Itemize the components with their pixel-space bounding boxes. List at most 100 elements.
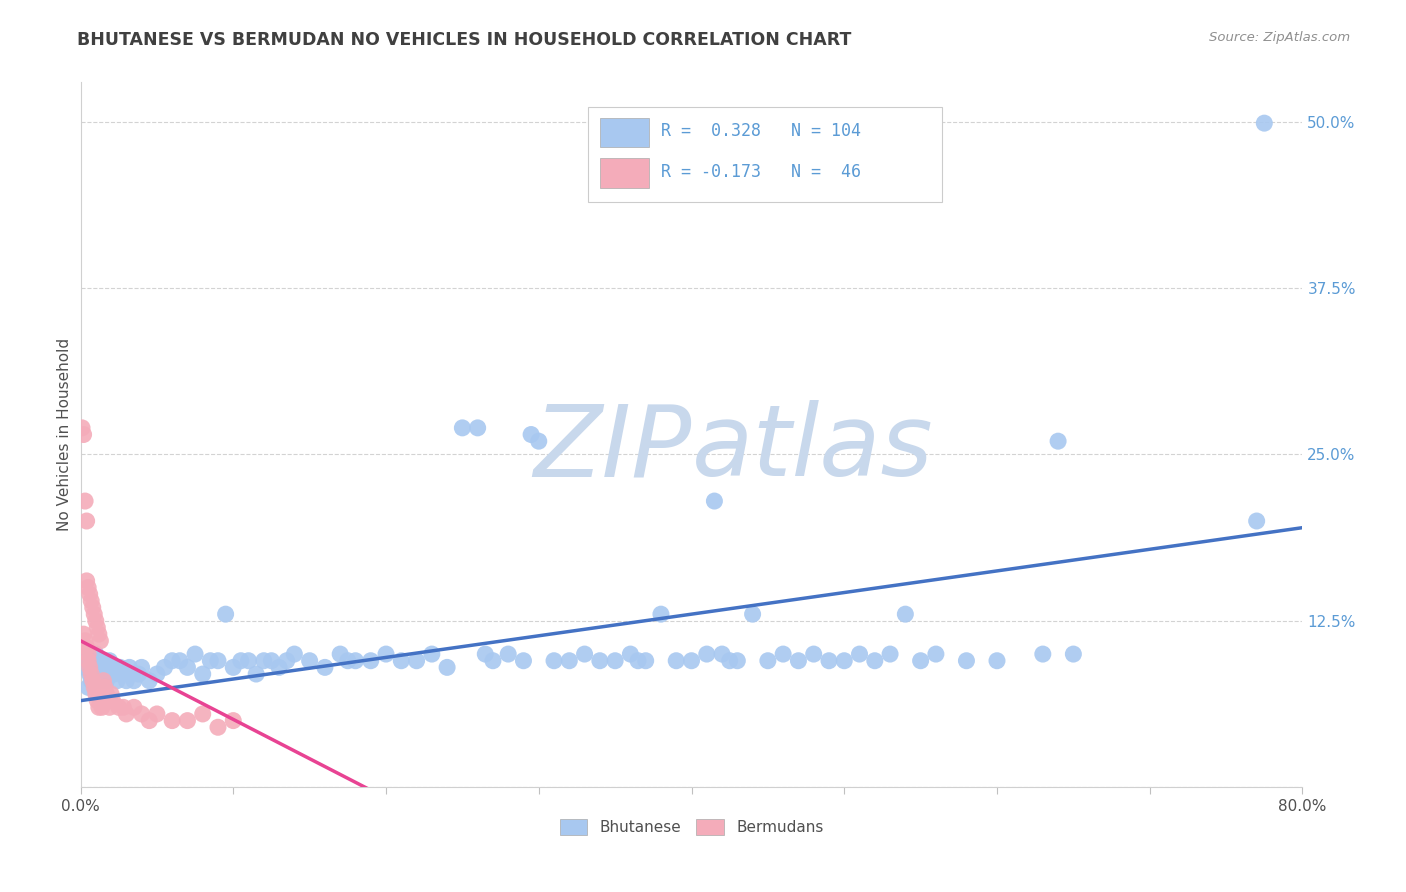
Point xyxy=(107,700,129,714)
Point xyxy=(90,700,112,714)
Point xyxy=(72,627,94,641)
Point xyxy=(184,647,207,661)
Point xyxy=(75,494,97,508)
Point xyxy=(94,654,117,668)
Point xyxy=(910,654,932,668)
Point xyxy=(100,667,122,681)
Text: R =  0.328   N = 104: R = 0.328 N = 104 xyxy=(661,122,860,140)
Point xyxy=(803,647,825,661)
Point xyxy=(405,654,427,668)
Point xyxy=(955,654,977,668)
Point xyxy=(75,660,97,674)
Text: ZIP: ZIP xyxy=(533,401,692,497)
Point xyxy=(696,647,718,661)
Point xyxy=(112,700,135,714)
Point xyxy=(1246,514,1268,528)
Point xyxy=(76,514,98,528)
Point xyxy=(436,660,458,674)
Point xyxy=(80,673,103,688)
Point xyxy=(467,421,489,435)
Point xyxy=(76,574,98,588)
Point xyxy=(89,673,111,688)
Point xyxy=(96,687,118,701)
Point xyxy=(146,667,169,681)
Point xyxy=(863,654,886,668)
Point xyxy=(77,654,100,668)
Point xyxy=(627,654,650,668)
Point xyxy=(314,660,336,674)
Point xyxy=(543,654,565,668)
Point xyxy=(90,660,112,674)
Point xyxy=(222,714,245,728)
Point xyxy=(200,654,222,668)
Text: BHUTANESE VS BERMUDAN NO VEHICLES IN HOUSEHOLD CORRELATION CHART: BHUTANESE VS BERMUDAN NO VEHICLES IN HOU… xyxy=(77,31,852,49)
Point xyxy=(474,647,496,661)
Point xyxy=(329,647,352,661)
Point xyxy=(77,647,100,661)
Point xyxy=(77,581,100,595)
Point xyxy=(665,654,688,668)
Point xyxy=(496,647,519,661)
Point xyxy=(360,654,382,668)
Point xyxy=(245,667,267,681)
Point xyxy=(527,434,550,449)
Point xyxy=(128,667,150,681)
Point xyxy=(222,660,245,674)
Point xyxy=(96,673,118,688)
Point xyxy=(160,714,183,728)
Point xyxy=(818,654,841,668)
Point xyxy=(101,660,124,674)
Point xyxy=(420,647,443,661)
Point xyxy=(83,681,105,695)
Point xyxy=(122,673,145,688)
Point xyxy=(650,607,672,622)
Point xyxy=(260,654,283,668)
Point xyxy=(72,427,94,442)
Point xyxy=(986,654,1008,668)
Point xyxy=(97,660,120,674)
Point xyxy=(703,494,725,508)
Point xyxy=(82,673,104,688)
Point xyxy=(589,654,612,668)
Point xyxy=(574,647,596,661)
Point xyxy=(176,714,198,728)
Point xyxy=(112,667,135,681)
Point xyxy=(118,660,141,674)
Point xyxy=(1062,647,1084,661)
Point xyxy=(83,660,105,674)
Point xyxy=(89,633,111,648)
Point xyxy=(191,706,214,721)
Point xyxy=(93,667,115,681)
Point xyxy=(76,654,98,668)
Point xyxy=(98,700,121,714)
Point xyxy=(267,660,290,674)
Point xyxy=(87,700,110,714)
Point xyxy=(520,427,543,442)
Point xyxy=(110,660,132,674)
Point xyxy=(894,607,917,622)
Point xyxy=(634,654,657,668)
Point xyxy=(711,647,734,661)
Point xyxy=(756,654,779,668)
Point xyxy=(1253,116,1275,130)
Point xyxy=(238,654,260,668)
Point xyxy=(191,667,214,681)
Point xyxy=(79,660,101,674)
Point xyxy=(93,673,115,688)
Point xyxy=(605,654,627,668)
Point xyxy=(100,687,122,701)
Point xyxy=(718,654,741,668)
Point xyxy=(86,693,108,707)
Point xyxy=(512,654,534,668)
Point xyxy=(725,654,748,668)
Point xyxy=(169,654,191,668)
Point xyxy=(103,667,125,681)
Point xyxy=(298,654,321,668)
Point xyxy=(80,667,103,681)
Point xyxy=(619,647,641,661)
Point xyxy=(772,647,794,661)
Legend: Bhutanese, Bermudans: Bhutanese, Bermudans xyxy=(553,812,831,843)
Point xyxy=(94,681,117,695)
Point xyxy=(105,673,128,688)
Point xyxy=(76,640,98,655)
